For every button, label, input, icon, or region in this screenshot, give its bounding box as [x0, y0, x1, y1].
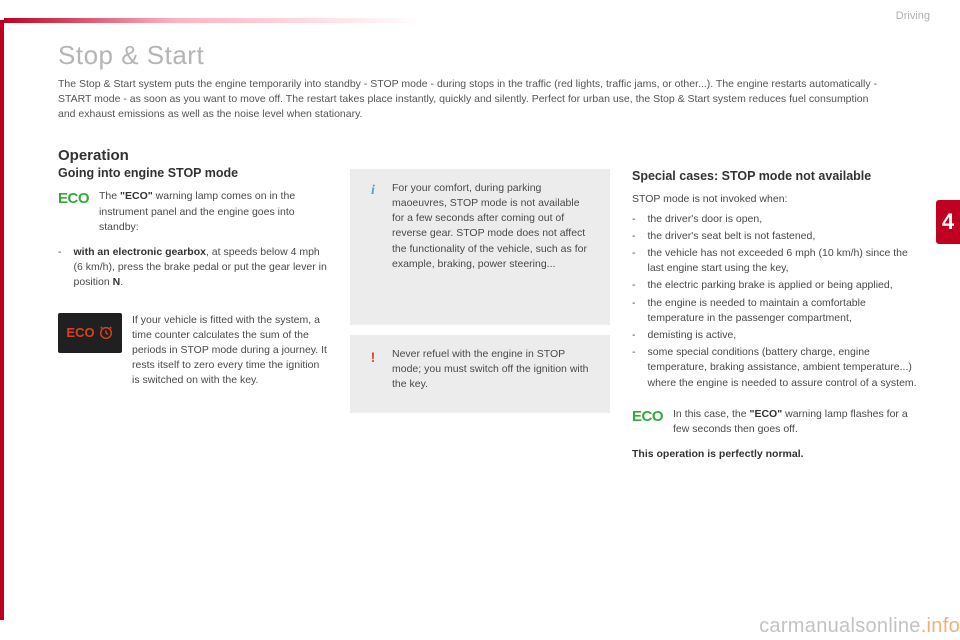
- special-cases-list: -the driver's door is open,-the driver's…: [632, 212, 920, 391]
- list-item-text: some special conditions (battery charge,…: [648, 345, 921, 391]
- warning-icon: !: [366, 347, 380, 393]
- dash: -: [632, 328, 636, 343]
- page-content: Stop & Start The Stop & Start system put…: [58, 40, 920, 620]
- watermark-b: .info: [921, 615, 960, 637]
- info-comfort-text: For your comfort, during parking maoeuvr…: [392, 181, 594, 305]
- t: .: [120, 276, 123, 288]
- intro-paragraph: The Stop & Start system puts the engine …: [58, 77, 878, 123]
- list-item-text: the driver's seat belt is not fastened,: [648, 229, 816, 244]
- eco-flash-row: ECO In this case, the "ECO" warning lamp…: [632, 407, 920, 437]
- warning-refuel-text: Never refuel with the engine in STOP mod…: [392, 347, 594, 393]
- column-special-cases: Special cases: STOP mode not available S…: [632, 147, 920, 463]
- list-item: -the engine is needed to maintain a comf…: [632, 296, 920, 326]
- dash: -: [632, 278, 636, 293]
- dash: -: [632, 212, 636, 227]
- eco-flash-text: In this case, the "ECO" warning lamp fla…: [673, 407, 920, 437]
- list-item: -the driver's door is open,: [632, 212, 920, 227]
- counter-text: If your vehicle is fitted with the syste…: [132, 313, 328, 389]
- t: In this case, the: [673, 408, 749, 420]
- eco-bold: "ECO": [749, 408, 782, 420]
- eco-lamp-text: The "ECO" warning lamp comes on in the i…: [99, 189, 328, 235]
- warning-box-refuel: ! Never refuel with the engine in STOP m…: [350, 335, 610, 413]
- list-item-text: demisting is active,: [648, 328, 737, 343]
- eco-badge-text: ECO: [66, 325, 94, 340]
- left-red-bar: [0, 20, 4, 620]
- list-item: -the driver's seat belt is not fastened,: [632, 229, 920, 244]
- section-label: Driving: [896, 10, 930, 22]
- chapter-tab: 4: [936, 200, 960, 244]
- dash: -: [632, 345, 636, 391]
- list-item: -the vehicle has not exceeded 6 mph (10 …: [632, 246, 920, 276]
- dash: -: [632, 296, 636, 326]
- list-item-text: the engine is needed to maintain a comfo…: [648, 296, 921, 326]
- dash: -: [58, 245, 62, 291]
- list-item: -some special conditions (battery charge…: [632, 345, 920, 391]
- info-box-comfort: i For your comfort, during parking maoeu…: [350, 169, 610, 325]
- special-cases-heading: Special cases: STOP mode not available: [632, 169, 920, 185]
- watermark: carmanualsonline.info: [759, 615, 960, 638]
- eco-icon: ECO: [58, 189, 89, 207]
- gearbox-text: with an electronic gearbox, at speeds be…: [74, 245, 329, 291]
- list-item: -demisting is active,: [632, 328, 920, 343]
- info-icon: i: [366, 181, 380, 305]
- clock-icon: [98, 325, 114, 341]
- eco-counter-badge: ECO: [58, 313, 122, 353]
- eco-lamp-row: ECO The "ECO" warning lamp comes on in t…: [58, 189, 328, 235]
- header-gradient: [4, 18, 424, 23]
- eco-icon: ECO: [632, 407, 663, 425]
- stop-mode-heading: Going into engine STOP mode: [58, 166, 328, 182]
- special-cases-lead: STOP mode is not invoked when:: [632, 192, 920, 207]
- final-bold: This operation is perfectly normal.: [632, 448, 804, 460]
- watermark-a: carmanualsonline: [759, 615, 921, 637]
- gearbox-bullet: - with an electronic gearbox, at speeds …: [58, 245, 328, 291]
- page-title: Stop & Start: [58, 40, 920, 71]
- eco-bold: "ECO": [120, 190, 153, 202]
- list-item: -the electric parking brake is applied o…: [632, 278, 920, 293]
- dash: -: [632, 229, 636, 244]
- eco-counter-row: ECO If your vehicle is fitted with the s…: [58, 313, 328, 389]
- t: The: [99, 190, 120, 202]
- column-notes: i For your comfort, during parking maoeu…: [350, 147, 610, 463]
- gearbox-bold: with an electronic gearbox: [74, 246, 206, 258]
- columns: Operation Going into engine STOP mode EC…: [58, 147, 920, 463]
- list-item-text: the driver's door is open,: [648, 212, 763, 227]
- dash: -: [632, 246, 636, 276]
- final-note: This operation is perfectly normal.: [632, 447, 920, 462]
- list-item-text: the vehicle has not exceeded 6 mph (10 k…: [648, 246, 921, 276]
- column-operation: Operation Going into engine STOP mode EC…: [58, 147, 328, 463]
- operation-heading: Operation: [58, 147, 328, 164]
- list-item-text: the electric parking brake is applied or…: [648, 278, 893, 293]
